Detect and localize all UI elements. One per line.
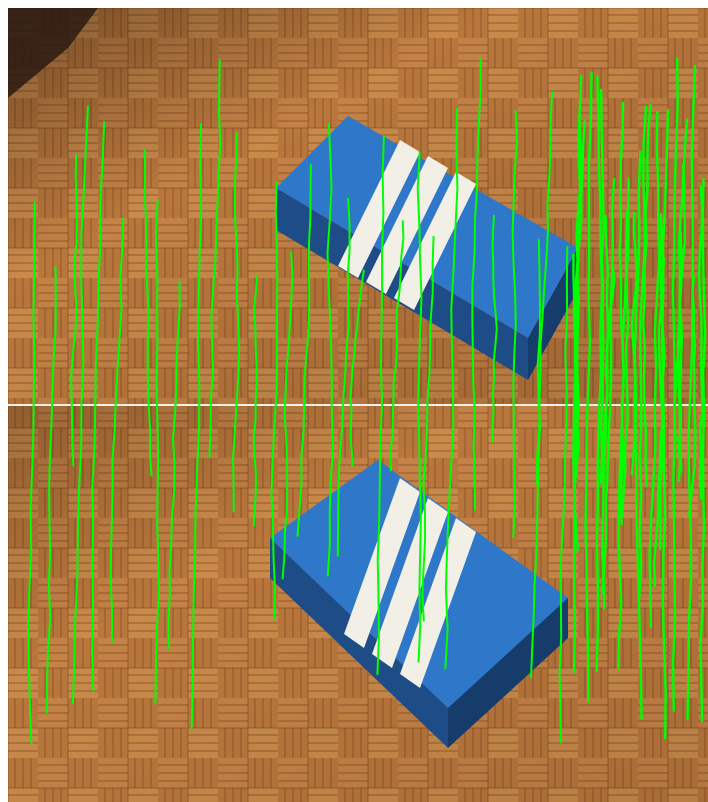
match-line (296, 164, 312, 537)
match-line (652, 257, 666, 587)
match-line (336, 197, 351, 557)
match-line (143, 149, 153, 477)
match-line (154, 199, 160, 704)
match-line (676, 118, 689, 473)
match-line (46, 266, 57, 714)
match-line (109, 217, 125, 643)
match-line (421, 236, 435, 622)
match-line (536, 91, 554, 486)
scene-canvas (8, 8, 708, 802)
match-line (620, 177, 630, 518)
match-line (642, 103, 652, 488)
match-line (71, 105, 89, 704)
match-line (633, 150, 643, 720)
match-line (574, 120, 586, 478)
match-line (252, 274, 258, 527)
match-line (572, 74, 583, 673)
match-line (70, 154, 78, 467)
feature-match-figure (8, 8, 708, 802)
match-line (376, 135, 385, 675)
match-line (530, 239, 542, 679)
match-line (637, 106, 648, 602)
match-line (281, 251, 294, 580)
match-line (584, 72, 593, 703)
match-line (601, 178, 616, 595)
match-line (231, 132, 241, 513)
match-line (595, 75, 604, 673)
match-line (687, 275, 697, 518)
match-line (686, 64, 697, 720)
match-line (671, 57, 679, 712)
match-line (270, 180, 279, 620)
match-line (349, 269, 365, 467)
match-line (90, 121, 106, 692)
match-line (697, 185, 704, 500)
match-line (660, 108, 670, 740)
match-line (599, 88, 605, 483)
match-line (208, 59, 222, 458)
match-line (326, 123, 335, 577)
match-line (699, 178, 707, 723)
match-line (490, 214, 498, 443)
match-line (190, 123, 203, 729)
match-line (27, 201, 36, 744)
match-line (416, 151, 423, 663)
match-lines (27, 57, 707, 744)
lower-image (8, 406, 708, 802)
match-line (389, 220, 405, 472)
match-line (471, 58, 482, 511)
match-line (444, 108, 459, 670)
match-line (511, 110, 519, 538)
match-line (572, 113, 582, 457)
match-line (167, 280, 181, 649)
match-line (618, 101, 625, 526)
match-line (648, 110, 661, 628)
match-line (558, 246, 569, 744)
